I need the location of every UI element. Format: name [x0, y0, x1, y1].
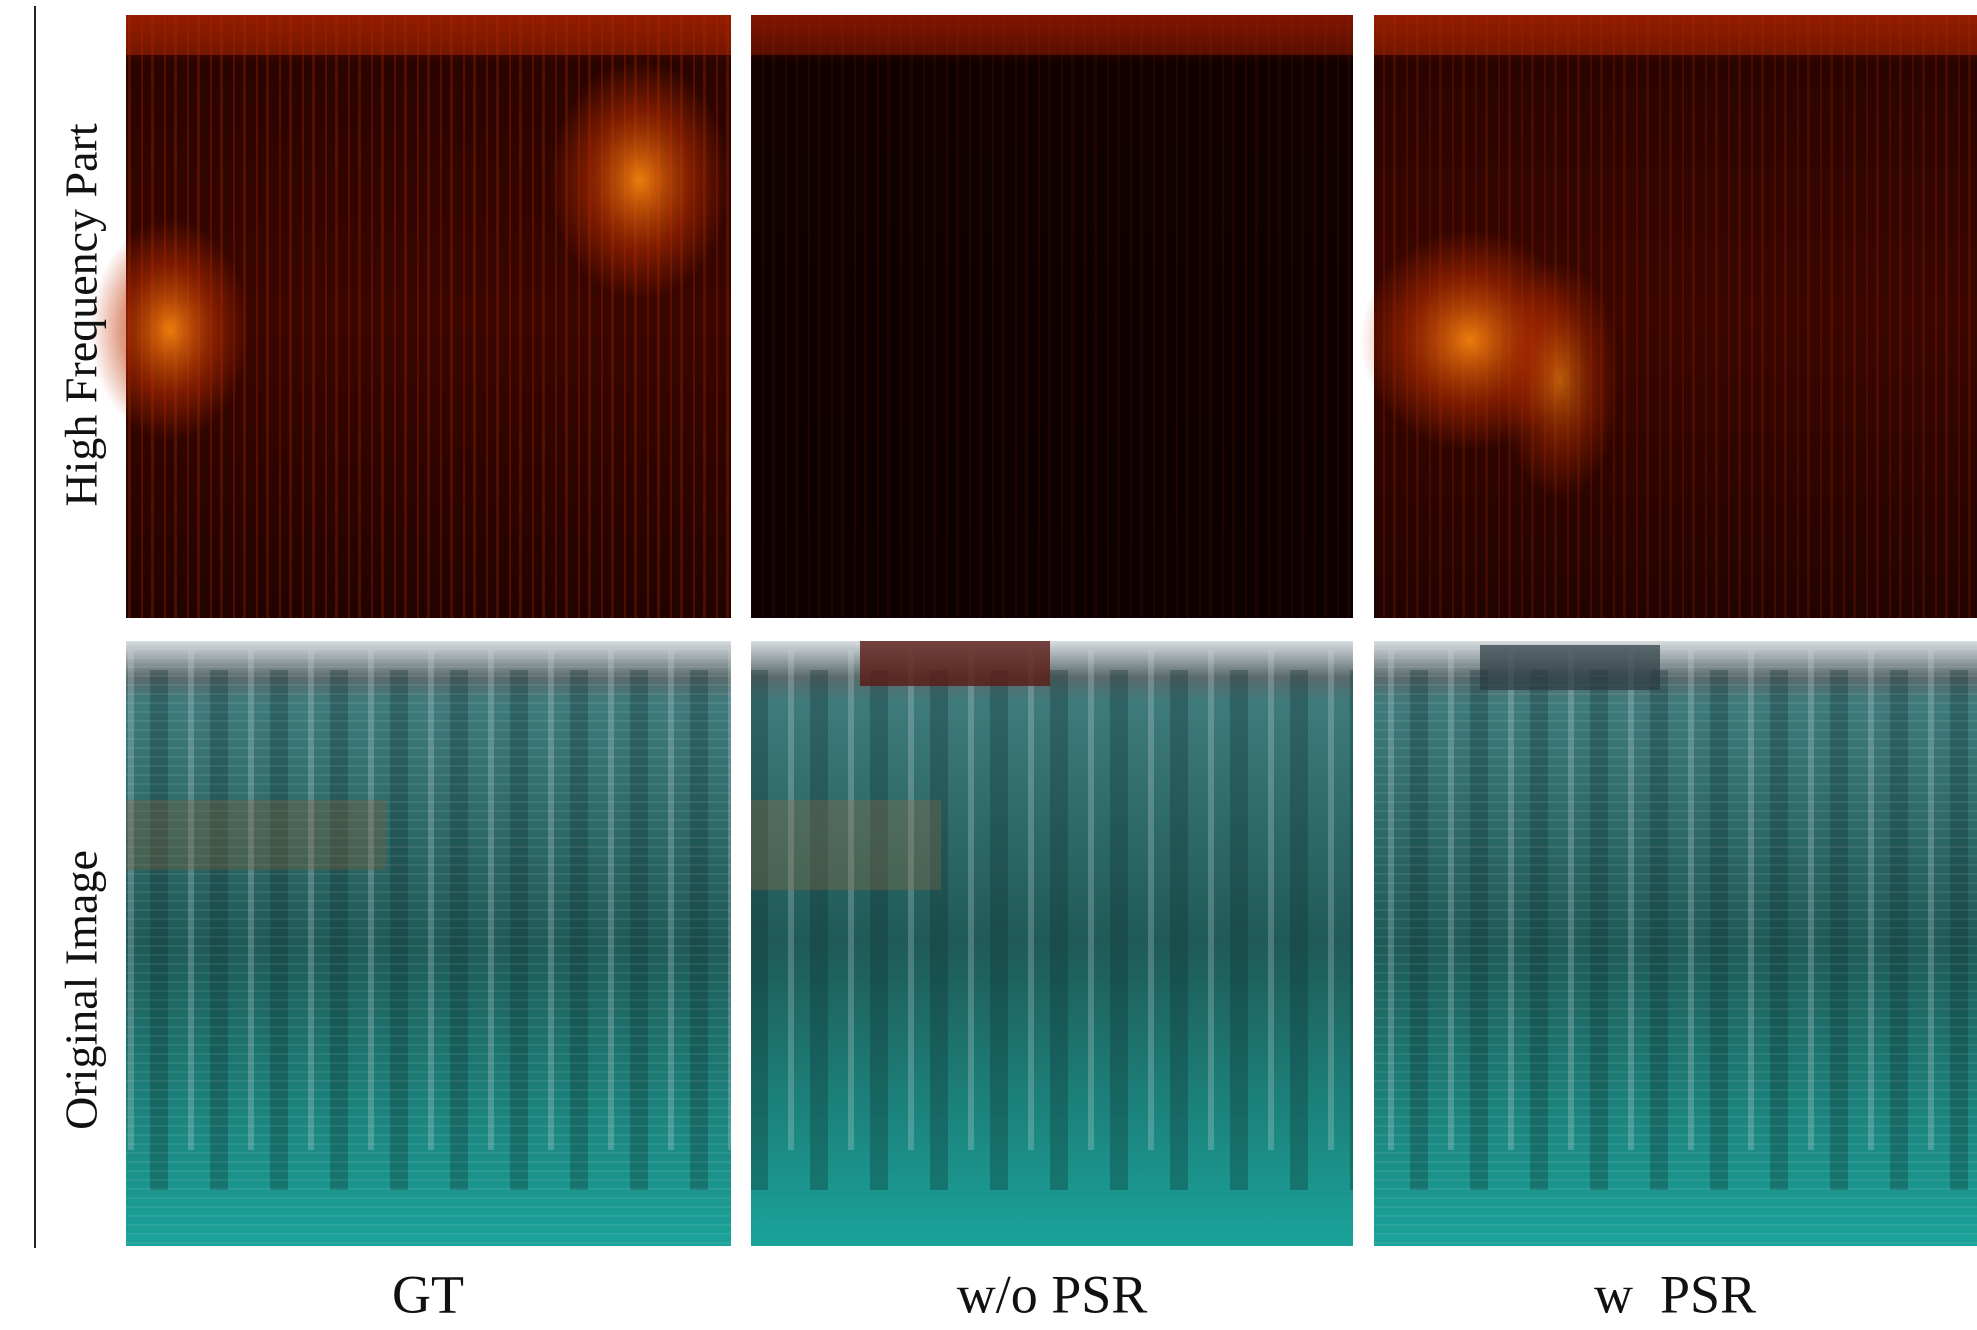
image-texture	[1374, 641, 1977, 1246]
heatmap-hotspot	[90, 220, 250, 440]
heatmap-hotspot	[1500, 260, 1620, 500]
row-label: Original Image	[56, 850, 107, 1130]
row-label: High Frequency Part	[56, 123, 107, 506]
column-label: w PSR	[1594, 1264, 1756, 1324]
column-label: GT	[392, 1264, 464, 1324]
column-label: w/o PSR	[957, 1264, 1148, 1324]
image-reflection	[751, 800, 941, 890]
heatmap-texture	[751, 15, 1353, 618]
image-reflection	[126, 800, 386, 870]
heatmap-hotspot	[550, 60, 730, 300]
image-row	[126, 641, 1977, 1246]
image-texture	[126, 641, 731, 1246]
image-texture	[751, 641, 1353, 1246]
heatmap-edge	[126, 15, 731, 55]
image-hull	[860, 641, 1050, 686]
image-dock	[1480, 645, 1660, 690]
heatmap-edge	[1374, 15, 1977, 55]
heatmap-row	[90, 15, 1977, 618]
heatmap-edge	[751, 15, 1353, 55]
